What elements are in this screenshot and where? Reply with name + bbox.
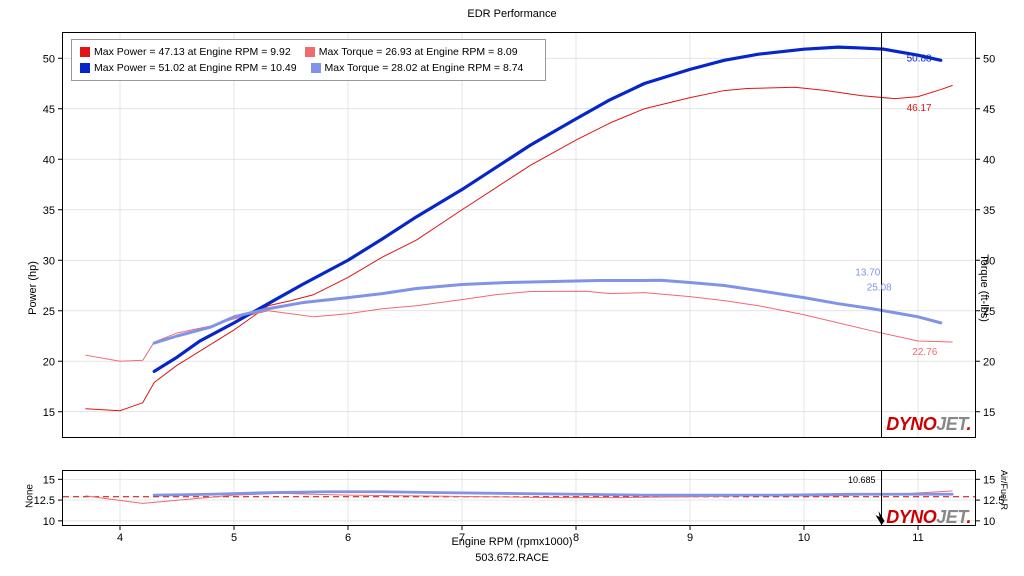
svg-text:12.5: 12.5 [34,495,55,507]
footer-text: 503.672.RACE [0,552,1024,564]
svg-text:50: 50 [983,53,995,65]
svg-text:15: 15 [983,474,995,486]
svg-text:30: 30 [983,255,995,267]
svg-text:30: 30 [43,255,55,267]
svg-text:15: 15 [983,407,995,419]
svg-text:45: 45 [983,104,995,116]
svg-text:50: 50 [43,53,55,65]
sub-plot: 101012.512.5151510.6854567891011 DYNOJET… [62,470,976,526]
svg-text:12.5: 12.5 [983,495,1004,507]
svg-text:40: 40 [983,154,995,166]
svg-text:25.08: 25.08 [867,283,892,294]
dyno-chart-page: EDR Performance Power (hp) Torque (ft-lb… [0,0,1024,576]
svg-text:46.17: 46.17 [907,103,932,114]
x-axis-label: Engine RPM (rpmx1000) [0,536,1024,548]
svg-text:22.76: 22.76 [912,347,937,358]
svg-text:10: 10 [43,516,55,528]
svg-text:25: 25 [43,306,55,318]
svg-text:35: 35 [43,205,55,217]
dynojet-watermark-sub: DYNOJET. [886,507,971,528]
y-axis-left-label: Power (hp) [27,261,39,315]
svg-text:13.70: 13.70 [855,267,880,278]
dynojet-watermark-main: DYNOJET. [886,414,971,435]
svg-text:25: 25 [983,306,995,318]
main-plot: 1515202025253030353540404545505050.8846.… [62,32,976,438]
svg-text:20: 20 [43,356,55,368]
legend: Max Power = 47.13 at Engine RPM = 9.92Ma… [71,39,546,81]
svg-text:40: 40 [43,154,55,166]
svg-text:45: 45 [43,104,55,116]
chart-title: EDR Performance [0,8,1024,20]
svg-text:50.88: 50.88 [907,53,932,64]
svg-text:15: 15 [43,407,55,419]
svg-text:10: 10 [983,516,995,528]
svg-text:20: 20 [983,356,995,368]
svg-text:15: 15 [43,474,55,486]
svg-text:10.685: 10.685 [848,475,876,485]
svg-text:35: 35 [983,205,995,217]
